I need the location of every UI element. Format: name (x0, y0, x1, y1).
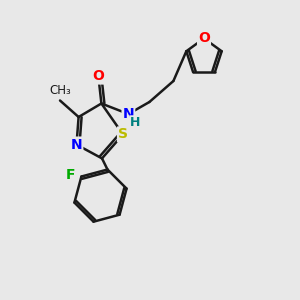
Text: F: F (66, 168, 76, 182)
Text: O: O (92, 70, 104, 83)
Text: N: N (71, 138, 82, 152)
Text: H: H (130, 116, 140, 129)
Text: O: O (198, 32, 210, 45)
Text: N: N (123, 107, 134, 121)
Text: CH₃: CH₃ (49, 84, 71, 97)
Text: S: S (118, 128, 128, 141)
